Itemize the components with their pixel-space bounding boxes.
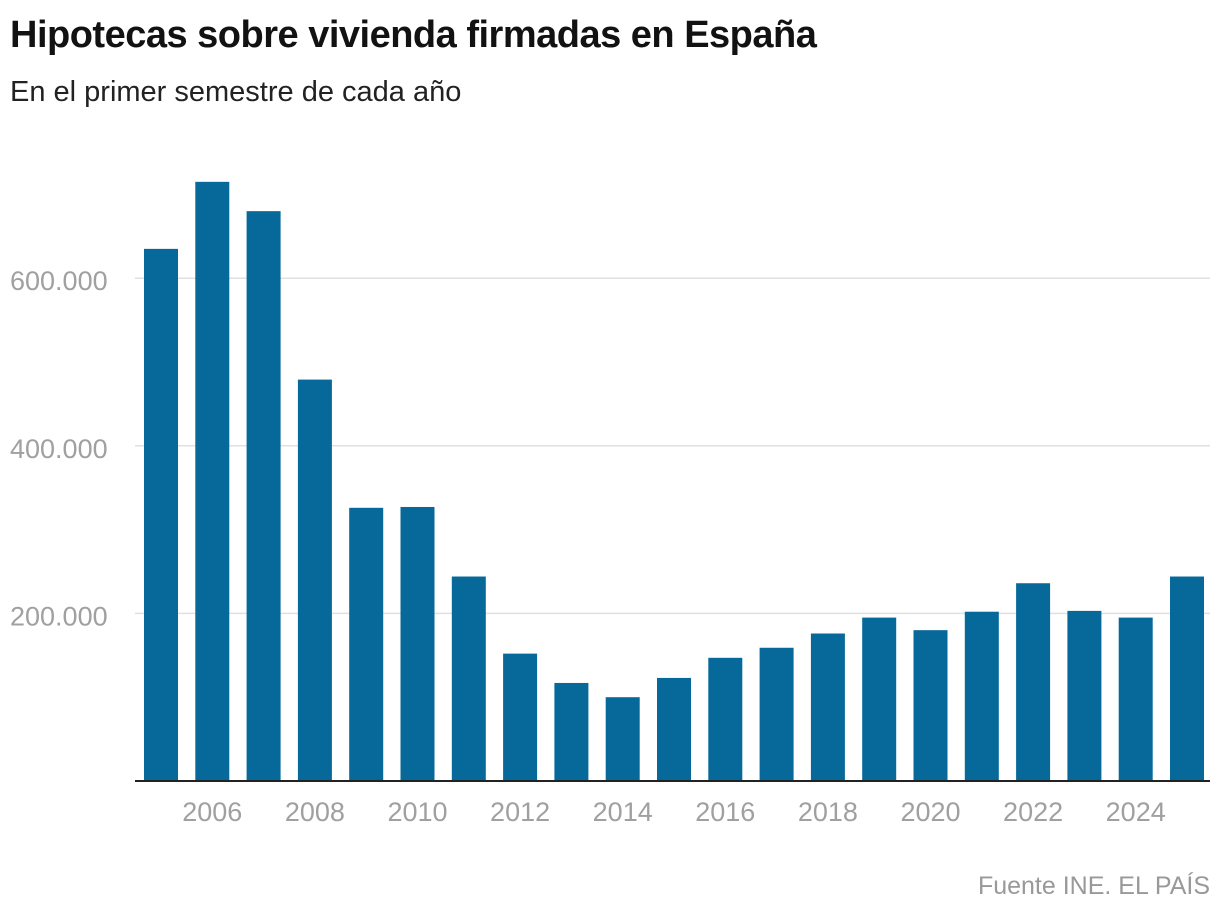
chart-subtitle: En el primer semestre de cada año: [10, 76, 462, 108]
x-tick-label: 2006: [182, 797, 242, 827]
bar-2024: [1118, 617, 1153, 781]
source-note: Fuente INE. EL PAÍS: [977, 872, 1210, 900]
chart-title: Hipotecas sobre vivienda firmadas en Esp…: [10, 14, 817, 56]
bar-2020: [913, 630, 948, 781]
bar-2014: [605, 697, 640, 781]
bar-2013: [554, 682, 589, 781]
x-tick-label: 2024: [1106, 797, 1166, 827]
bar-2012: [503, 653, 538, 781]
bar-2005: [144, 248, 178, 781]
bar-2017: [759, 647, 794, 781]
bar-2021: [964, 611, 999, 781]
bar-2019: [862, 617, 897, 781]
bar-2011: [451, 576, 486, 781]
bar-2023: [1067, 610, 1102, 781]
x-tick-label: 2018: [798, 797, 858, 827]
bar-2008: [297, 379, 332, 781]
bar-2015: [657, 677, 691, 781]
y-tick-label: 600.000: [10, 266, 108, 296]
bar-2010: [400, 506, 435, 781]
x-tick-label: 2010: [387, 797, 447, 827]
y-tick-label: 400.000: [10, 434, 108, 464]
x-tick-label: 2014: [593, 797, 653, 827]
bar-2018: [810, 633, 845, 781]
x-tick-label: 2022: [1003, 797, 1063, 827]
x-tick-label: 2008: [285, 797, 345, 827]
y-tick-label: 200.000: [10, 601, 108, 631]
x-tick-label: 2020: [900, 797, 960, 827]
bar-2022: [1016, 583, 1051, 781]
bar-2007: [246, 211, 281, 781]
x-tick-label: 2016: [695, 797, 755, 827]
x-tick-label: 2012: [490, 797, 550, 827]
bar-2006: [195, 181, 230, 781]
bar-2009: [349, 507, 384, 781]
bar-2025: [1170, 576, 1204, 781]
bar-2016: [708, 657, 743, 781]
